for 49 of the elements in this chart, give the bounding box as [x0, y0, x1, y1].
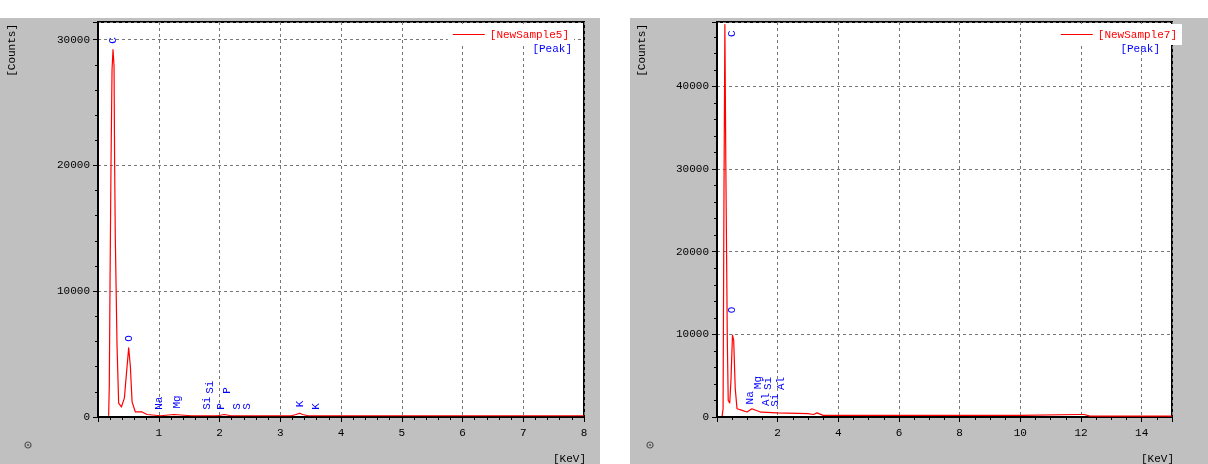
x-axis-title: [KeV]: [552, 452, 587, 464]
annotation: Na: [743, 390, 756, 405]
annotation: K: [310, 402, 323, 410]
y-axis-title: [Counts]: [635, 24, 648, 77]
annotation: Al: [775, 376, 788, 391]
y-tick-label: 30000: [675, 163, 709, 176]
x-tick-label: 2: [774, 426, 781, 439]
annotation: Si: [203, 380, 216, 394]
y-tick-label: 0: [702, 411, 709, 423]
y-tick-label: 10000: [675, 328, 709, 341]
x-tick-label: 8: [956, 426, 963, 439]
annotation: O: [726, 306, 739, 314]
x-tick-label: 14: [1135, 426, 1149, 439]
legend-label: [NewSample7]: [1097, 28, 1178, 41]
annotation: C: [725, 30, 738, 37]
x-tick-label: 6: [459, 426, 466, 439]
x-tick-label: 7: [519, 426, 527, 439]
y-axis-title: [Counts]: [5, 24, 18, 77]
x-tick-label: 2: [216, 426, 223, 439]
annotation: [Peak]: [1120, 42, 1160, 55]
annotation: P: [214, 402, 227, 410]
y-tick-label: 20000: [56, 159, 90, 172]
x-tick-label: 8: [580, 426, 588, 439]
x-tick-label: 5: [398, 426, 406, 439]
annotation: [Peak]: [532, 42, 572, 55]
x-tick-label: 4: [337, 426, 345, 439]
annotation: S: [241, 402, 254, 410]
y-tick-label: 0: [83, 411, 90, 423]
annotation: Mg: [170, 395, 183, 409]
y-tick-label: 30000: [56, 33, 90, 46]
x-tick-label: 1: [155, 426, 163, 439]
x-tick-label: 3: [276, 426, 284, 439]
annotation: Na: [153, 396, 166, 410]
x-axis-title: [KeV]: [1140, 452, 1175, 464]
annotation: Mg: [751, 376, 764, 390]
y-tick-label: 10000: [56, 285, 90, 298]
annotation: P: [221, 386, 234, 394]
y-tick-label: 40000: [675, 80, 709, 93]
x-tick-label: 6: [895, 426, 903, 439]
annotation: K: [293, 400, 306, 408]
annotation: O: [122, 334, 135, 342]
x-tick-label: 10: [1013, 426, 1027, 439]
x-tick-label: 4: [835, 426, 843, 439]
y-tick-label: 20000: [675, 245, 709, 258]
annotation: Si: [201, 396, 214, 410]
legend-label: [NewSample5]: [489, 28, 570, 41]
annotation: S: [231, 402, 244, 410]
x-tick-label: 12: [1074, 426, 1088, 439]
annotation: C: [107, 36, 120, 44]
